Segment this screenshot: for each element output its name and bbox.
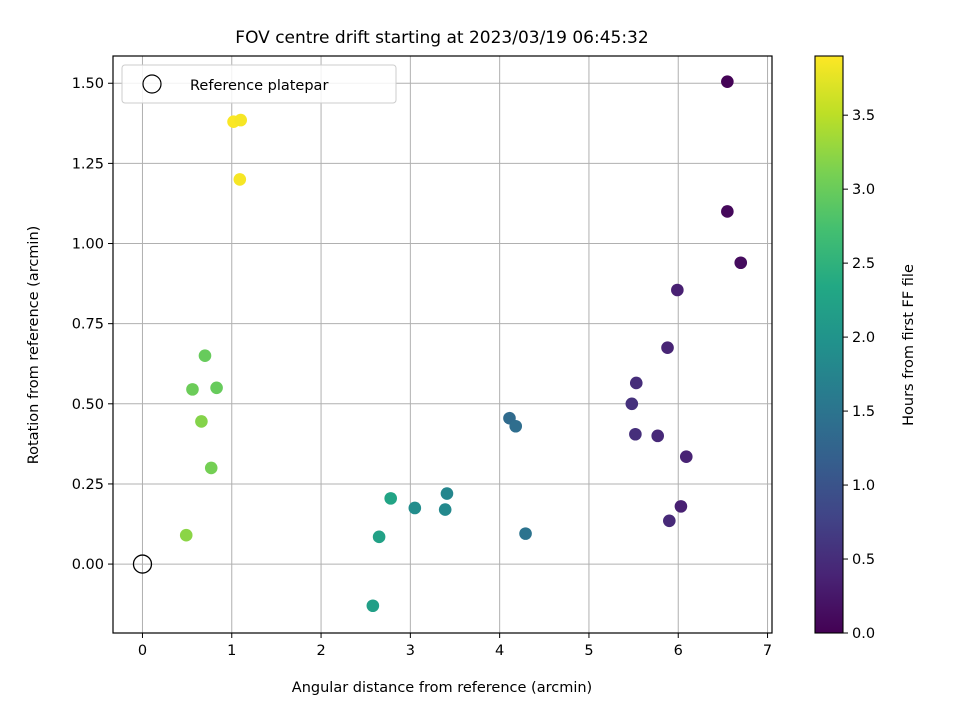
y-axis-label: Rotation from reference (arcmin) — [26, 226, 42, 465]
x-axis-label: Angular distance from reference (arcmin) — [292, 680, 592, 696]
scatter-point — [210, 381, 223, 395]
y-tick-label: 1.50 — [72, 76, 104, 92]
colorbar-tick-label: 3.0 — [852, 182, 875, 198]
y-tick-label: 0.25 — [72, 477, 104, 493]
colorbar-tick-label: 1.0 — [852, 478, 875, 494]
scatter-point — [651, 429, 665, 443]
y-tick-label: 0.00 — [72, 557, 104, 573]
y-axis-ticks: 0.00 0.25 0.50 0.75 1.00 1.25 1.50 — [72, 76, 113, 573]
x-tick-label: 4 — [495, 643, 504, 659]
y-tick-label: 0.50 — [72, 397, 104, 413]
scatter-point — [179, 528, 193, 542]
reference-marker — [132, 554, 153, 574]
x-tick-label: 0 — [138, 643, 147, 659]
scatter-point — [721, 75, 734, 88]
legend-label: Reference platepar — [190, 78, 328, 94]
scatter-point — [663, 514, 676, 528]
scatter-point — [721, 205, 734, 218]
scatter-point — [186, 383, 199, 396]
scatter-point — [195, 415, 208, 428]
y-tick-label: 1.00 — [72, 237, 104, 253]
scatter-point — [234, 113, 247, 127]
scatter-point — [629, 376, 643, 390]
scatter-point — [440, 487, 454, 500]
legend-box — [121, 64, 397, 104]
scatter-point — [679, 450, 693, 463]
scatter-point — [519, 527, 532, 540]
x-tick-label: 7 — [763, 643, 772, 659]
scatter-point — [198, 349, 212, 363]
plot-area-frame — [112, 55, 773, 634]
scatter-point — [204, 461, 218, 475]
scatter-point — [372, 530, 386, 544]
scatter-point — [661, 341, 674, 355]
colorbar-tick-label: 2.5 — [852, 256, 875, 272]
scatter-point — [384, 492, 398, 505]
y-tick-label: 1.25 — [72, 156, 104, 172]
legend-marker — [142, 74, 162, 94]
scatter-point — [734, 256, 748, 270]
grid-lines — [113, 56, 772, 633]
chart-title: FOV centre drift starting at 2023/03/19 … — [235, 28, 648, 48]
x-tick-label: 5 — [584, 643, 593, 659]
scatter-point — [671, 283, 684, 297]
legend: Reference platepar — [121, 64, 397, 104]
scatter-point — [233, 173, 247, 186]
x-tick-label: 1 — [227, 643, 236, 659]
x-axis-ticks: 0 1 2 3 4 5 6 7 — [138, 633, 772, 659]
colorbar-ticks: 0.0 0.5 1.0 1.5 2.0 2.5 3.0 3.5 — [843, 108, 875, 642]
y-tick-label: 0.75 — [72, 317, 104, 333]
x-tick-label: 6 — [674, 643, 683, 659]
scatter-point — [629, 427, 642, 441]
colorbar-label: Hours from first FF file — [901, 264, 917, 426]
data-points — [179, 75, 748, 613]
reference-platepar-point — [132, 554, 153, 574]
scatter-point — [674, 500, 688, 513]
colorbar-tick-label: 3.5 — [852, 108, 875, 124]
scatter-point — [438, 503, 452, 516]
x-tick-label: 3 — [406, 643, 415, 659]
scatter-point — [509, 419, 523, 433]
colorbar-tick-label: 2.0 — [852, 330, 875, 346]
colorbar-tick-label: 1.5 — [852, 404, 875, 420]
colorbar-tick-label: 0.5 — [852, 552, 875, 568]
colorbar: 0.0 0.5 1.0 1.5 2.0 2.5 3.0 3.5 Hours from firs… — [814, 55, 917, 642]
scatter-point — [625, 397, 639, 411]
colorbar-gradient — [814, 55, 844, 634]
x-tick-label: 2 — [316, 643, 325, 659]
scatter-point — [366, 599, 380, 613]
colorbar-tick-label: 0.0 — [852, 626, 875, 642]
scatter-point — [408, 501, 422, 515]
